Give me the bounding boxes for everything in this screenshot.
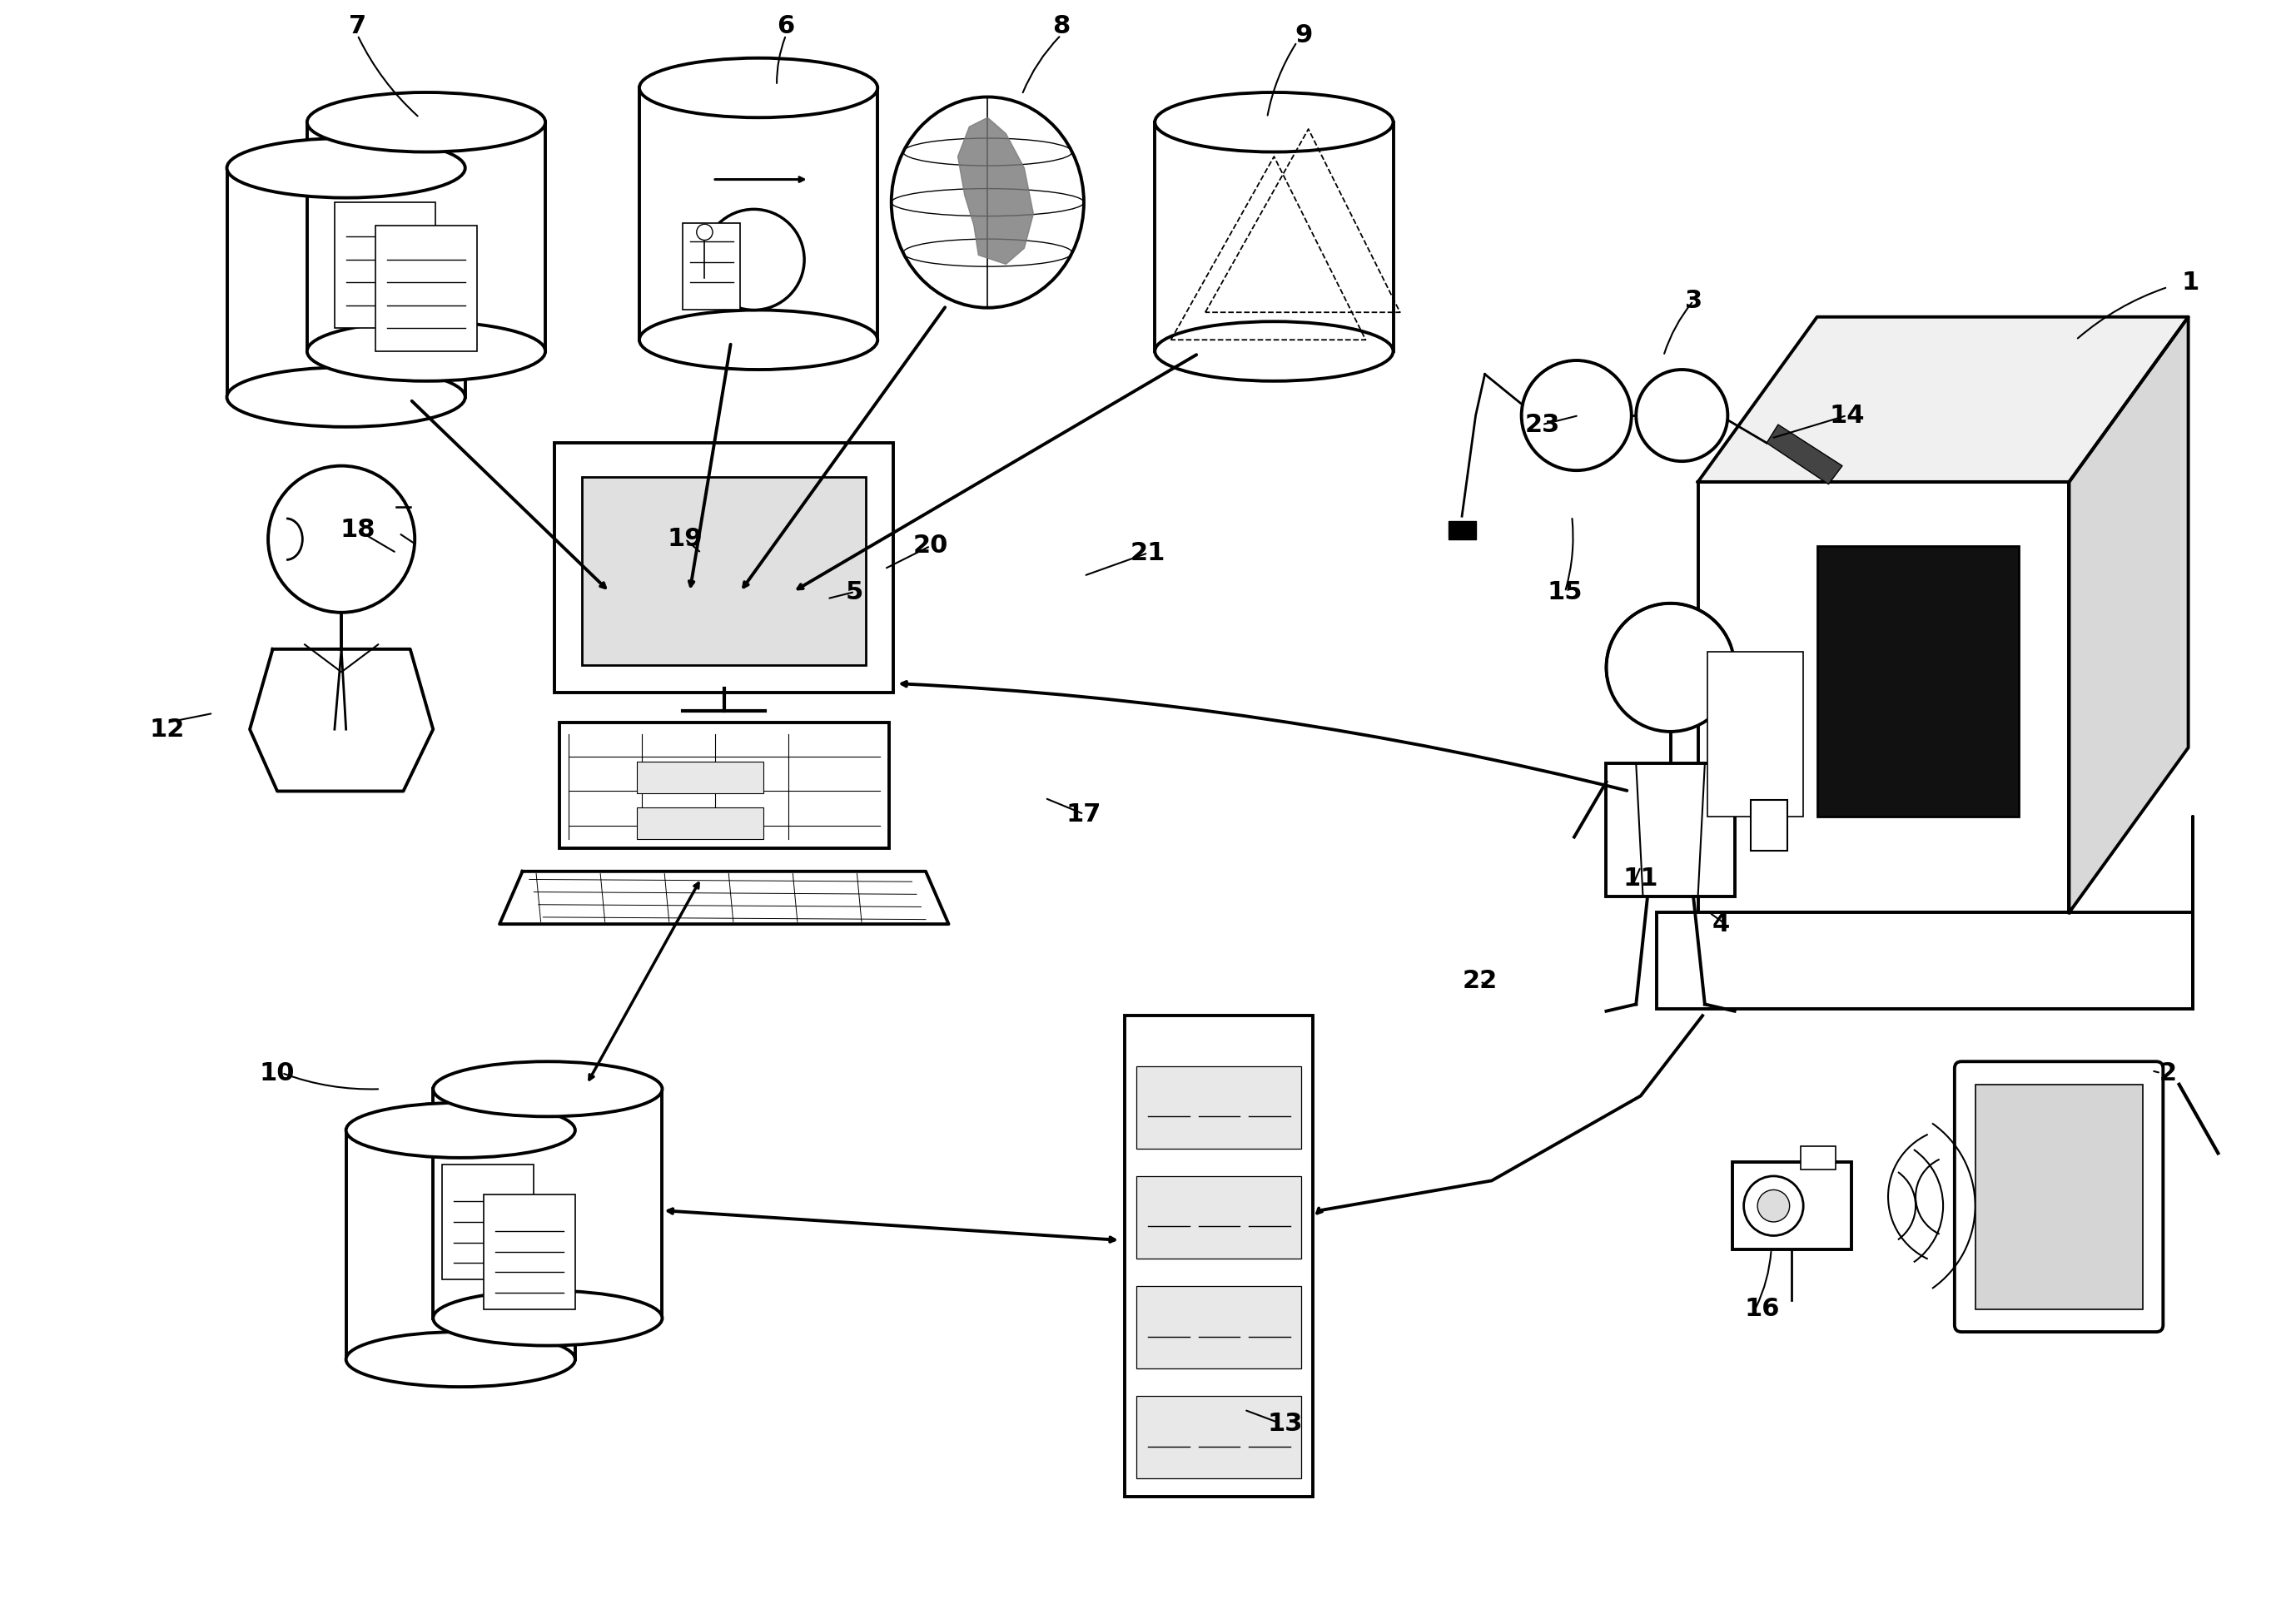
- Circle shape: [1743, 1175, 1802, 1235]
- Text: 4: 4: [1713, 911, 1729, 936]
- Text: 21: 21: [1130, 541, 1166, 565]
- Text: 11: 11: [1623, 866, 1658, 890]
- FancyBboxPatch shape: [1449, 521, 1476, 539]
- Polygon shape: [308, 121, 546, 351]
- Text: 5: 5: [845, 580, 863, 604]
- Polygon shape: [227, 168, 466, 397]
- Circle shape: [696, 223, 712, 240]
- FancyBboxPatch shape: [1750, 800, 1786, 850]
- FancyBboxPatch shape: [636, 808, 762, 839]
- Polygon shape: [1155, 121, 1394, 351]
- Text: 19: 19: [668, 528, 703, 550]
- Polygon shape: [501, 871, 948, 924]
- Text: 1: 1: [2181, 270, 2200, 295]
- FancyBboxPatch shape: [1607, 764, 1733, 897]
- FancyBboxPatch shape: [1954, 1062, 2163, 1332]
- Ellipse shape: [227, 138, 466, 198]
- Polygon shape: [2069, 317, 2188, 913]
- FancyBboxPatch shape: [1137, 1396, 1302, 1478]
- Text: 22: 22: [1463, 970, 1497, 994]
- Polygon shape: [957, 118, 1033, 264]
- Ellipse shape: [638, 309, 877, 369]
- Text: 6: 6: [776, 15, 794, 37]
- FancyBboxPatch shape: [1658, 913, 2193, 1009]
- Polygon shape: [434, 1090, 661, 1318]
- Polygon shape: [347, 1130, 576, 1360]
- Polygon shape: [1766, 424, 1841, 484]
- FancyBboxPatch shape: [1975, 1085, 2142, 1310]
- Text: 10: 10: [259, 1060, 294, 1085]
- FancyBboxPatch shape: [335, 202, 436, 329]
- Ellipse shape: [347, 1103, 576, 1158]
- Circle shape: [1607, 604, 1733, 732]
- Text: 16: 16: [1745, 1297, 1779, 1321]
- FancyBboxPatch shape: [636, 761, 762, 793]
- FancyBboxPatch shape: [1800, 1146, 1835, 1169]
- Ellipse shape: [347, 1332, 576, 1387]
- Ellipse shape: [434, 1290, 661, 1345]
- Text: 15: 15: [1548, 580, 1582, 604]
- FancyBboxPatch shape: [1125, 1015, 1313, 1498]
- FancyBboxPatch shape: [560, 722, 889, 848]
- Text: 17: 17: [1065, 801, 1102, 826]
- FancyBboxPatch shape: [1708, 651, 1802, 816]
- Circle shape: [1756, 1190, 1789, 1222]
- Text: 18: 18: [340, 518, 374, 542]
- Circle shape: [1522, 361, 1632, 471]
- Text: 20: 20: [914, 534, 948, 559]
- FancyBboxPatch shape: [556, 444, 893, 693]
- Text: 13: 13: [1267, 1412, 1304, 1436]
- Ellipse shape: [638, 58, 877, 118]
- FancyBboxPatch shape: [1699, 482, 2069, 913]
- FancyBboxPatch shape: [1816, 546, 2018, 816]
- FancyBboxPatch shape: [377, 225, 478, 351]
- FancyBboxPatch shape: [682, 223, 739, 309]
- Ellipse shape: [1155, 92, 1394, 152]
- Ellipse shape: [1155, 322, 1394, 380]
- FancyBboxPatch shape: [1137, 1285, 1302, 1368]
- Circle shape: [703, 209, 804, 309]
- Ellipse shape: [227, 368, 466, 427]
- Text: 2: 2: [2158, 1060, 2177, 1085]
- FancyBboxPatch shape: [484, 1195, 576, 1310]
- Text: 14: 14: [1830, 403, 1864, 427]
- Polygon shape: [1699, 317, 2188, 482]
- Ellipse shape: [308, 322, 546, 380]
- FancyBboxPatch shape: [1137, 1175, 1302, 1258]
- FancyBboxPatch shape: [443, 1164, 535, 1279]
- Ellipse shape: [891, 97, 1084, 308]
- Text: 3: 3: [1685, 288, 1701, 312]
- Text: 12: 12: [149, 717, 186, 742]
- FancyBboxPatch shape: [1137, 1065, 1302, 1148]
- Polygon shape: [638, 87, 877, 340]
- Ellipse shape: [308, 92, 546, 152]
- FancyBboxPatch shape: [581, 478, 866, 665]
- Text: 9: 9: [1295, 23, 1313, 47]
- Polygon shape: [250, 649, 434, 792]
- Text: 8: 8: [1052, 15, 1070, 37]
- Circle shape: [269, 466, 416, 612]
- Circle shape: [1637, 369, 1727, 461]
- FancyBboxPatch shape: [1731, 1162, 1851, 1250]
- Text: 7: 7: [349, 15, 367, 37]
- Ellipse shape: [434, 1062, 661, 1117]
- Text: 23: 23: [1525, 413, 1559, 437]
